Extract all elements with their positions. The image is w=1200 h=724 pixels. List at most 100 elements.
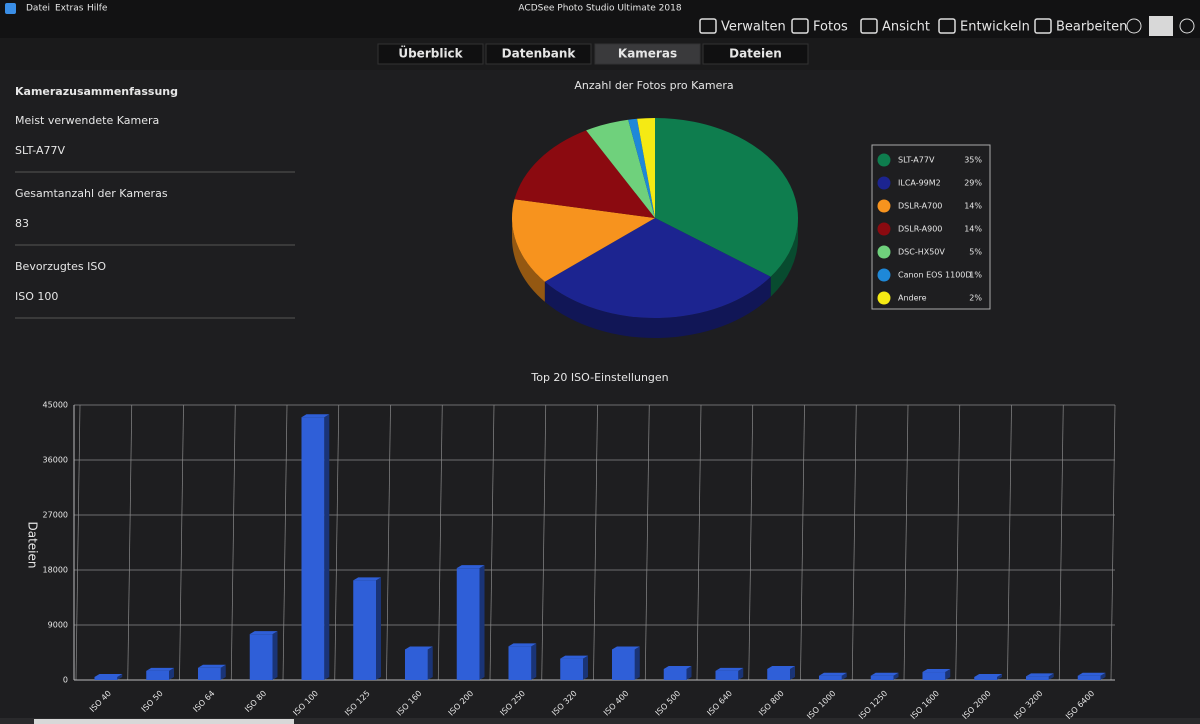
pie-slice — [586, 119, 655, 218]
tab[interactable] — [702, 43, 809, 65]
bar — [767, 666, 796, 680]
icon-view[interactable] — [1179, 18, 1195, 34]
pie-top — [655, 118, 799, 277]
bar-front — [456, 568, 480, 680]
bar-front — [146, 670, 170, 680]
bar — [508, 643, 537, 680]
bar-front — [353, 580, 377, 680]
bar — [715, 667, 744, 680]
legend-label: ILCA-99M2 — [898, 179, 941, 188]
bar — [301, 414, 330, 680]
mode-button[interactable]: Verwalten — [721, 20, 786, 35]
dashboard-button[interactable] — [1149, 16, 1173, 36]
mode-icon — [791, 18, 809, 34]
legend-swatch — [877, 268, 891, 282]
sidebar-value: 83 — [15, 217, 29, 230]
bar-front — [974, 676, 998, 680]
mode-button[interactable]: Fotos — [813, 20, 848, 35]
legend-value: 35% — [964, 156, 982, 165]
bar-front — [1077, 675, 1101, 680]
bar-side — [324, 414, 330, 680]
bar-side — [1048, 673, 1054, 680]
bar-side — [427, 646, 433, 680]
bar-top — [1025, 673, 1054, 677]
tab[interactable] — [377, 43, 484, 65]
y-tick-label: 45000 — [43, 401, 68, 410]
bar — [663, 666, 692, 680]
bar — [94, 673, 123, 680]
menu-item[interactable]: Datei — [26, 4, 50, 14]
pie-slice — [628, 118, 655, 218]
y-tick-label: 0 — [63, 676, 68, 685]
v-grid-line — [75, 404, 81, 681]
bar-side — [169, 667, 175, 680]
legend-swatch — [877, 291, 891, 305]
icon-365[interactable] — [1126, 18, 1142, 34]
legend-label: Andere — [898, 294, 927, 303]
v-grid-line — [1007, 404, 1012, 681]
legend-value: 14% — [964, 202, 982, 211]
bar — [611, 646, 640, 680]
bar — [353, 577, 382, 680]
bar-top — [611, 646, 640, 650]
bar-front — [301, 417, 325, 680]
v-grid-line — [748, 404, 754, 681]
bar-top — [94, 673, 123, 677]
menu-item[interactable]: Hilfe — [87, 4, 108, 14]
pie-side — [770, 218, 798, 297]
tab-label: Kameras — [618, 47, 677, 61]
bar-top — [1077, 672, 1106, 676]
scrollbar — [0, 718, 1200, 724]
chart-title: Anzahl der Fotos pro Kamera — [574, 79, 733, 92]
v-grid-line — [386, 404, 391, 681]
legend-swatch — [877, 222, 891, 236]
mode-button[interactable]: Ansicht — [882, 20, 930, 35]
bar — [560, 655, 589, 680]
tab[interactable] — [594, 43, 701, 65]
v-grid-line — [489, 404, 495, 681]
bar-side — [220, 664, 226, 680]
mode-button[interactable]: Entwickeln — [960, 20, 1030, 35]
bar-side — [841, 672, 847, 680]
sidebar-label: Gesamtanzahl der Kameras — [15, 187, 168, 200]
bar-front — [560, 658, 584, 680]
tab[interactable] — [485, 43, 592, 65]
v-grid-line — [541, 404, 547, 681]
v-grid-line — [282, 404, 288, 681]
v-grid-line — [437, 404, 443, 681]
bar-front — [404, 649, 428, 680]
y-tick-label: 18000 — [43, 566, 68, 575]
bar-front — [611, 649, 635, 680]
bar-front — [922, 672, 946, 680]
legend-value: 2% — [969, 294, 982, 303]
bar-front — [663, 669, 687, 680]
bar-side — [376, 577, 382, 680]
menu-item[interactable]: Extras — [55, 4, 84, 14]
v-grid-line — [800, 404, 805, 681]
v-grid-line — [1058, 404, 1064, 681]
legend-label: DSC-HX50V — [898, 248, 945, 257]
pie-slice — [511, 199, 655, 302]
mode-button[interactable]: Bearbeiten — [1056, 20, 1127, 35]
bar-front — [715, 670, 739, 680]
pie-top — [637, 118, 655, 218]
v-grid-line — [644, 404, 650, 681]
bar-side — [686, 666, 692, 680]
title-bar — [0, 0, 1200, 38]
bar-top — [767, 666, 796, 669]
pie-top — [628, 118, 655, 218]
bar — [197, 664, 226, 680]
legend-swatch — [877, 199, 891, 213]
sidebar-title: Kamerazusammenfassung — [15, 85, 178, 98]
y-tick-label: 9000 — [48, 621, 68, 630]
v-grid-line — [334, 404, 340, 681]
bar-front — [508, 646, 532, 680]
bar — [1077, 672, 1106, 680]
legend-label: DSLR-A700 — [898, 202, 942, 211]
bar-front — [818, 675, 842, 680]
bar — [1025, 673, 1054, 680]
bar-front — [767, 669, 791, 680]
v-grid-line — [593, 404, 598, 681]
mode-icon — [699, 18, 717, 34]
